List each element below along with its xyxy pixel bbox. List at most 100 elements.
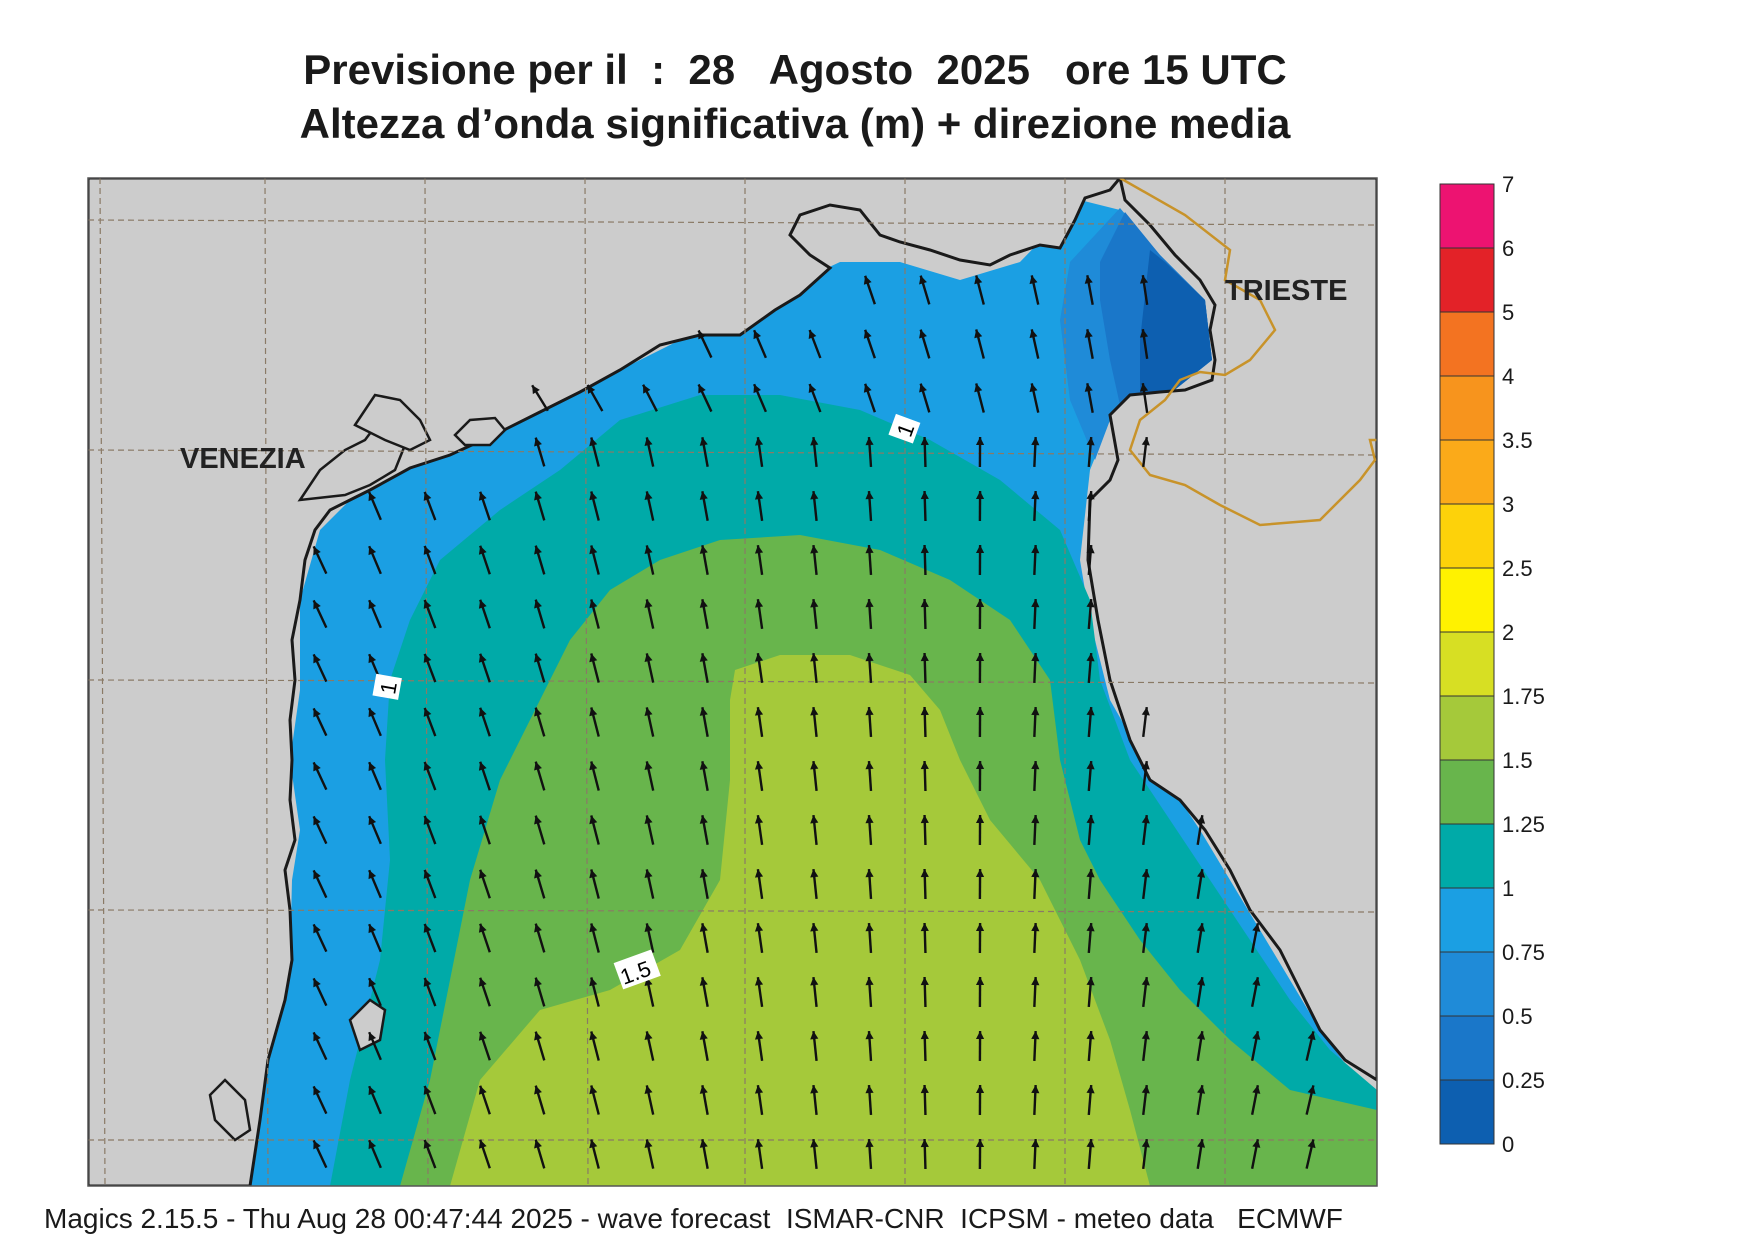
wave-arrow-head	[975, 977, 985, 986]
wave-arrow-head	[313, 816, 321, 826]
wave-arrow-head	[975, 761, 985, 770]
wave-arrow-head	[478, 869, 487, 879]
wave-arrow-head	[810, 815, 819, 824]
wave-arrow-head	[975, 545, 985, 554]
wave-arrow-head	[423, 977, 432, 987]
legend-swatch	[1439, 439, 1495, 505]
wave-arrow-head	[589, 545, 598, 555]
legend-label: 0.25	[1502, 1068, 1545, 1093]
wave-arrow-head	[1197, 1085, 1206, 1094]
wave-arrow-head	[975, 707, 985, 716]
wave-arrow-head	[865, 923, 874, 932]
wave-arrow-head	[478, 545, 487, 555]
wave-arrow-head	[865, 1085, 874, 1094]
legend-label: 0.5	[1502, 1004, 1533, 1029]
wave-arrow-head	[1139, 329, 1149, 338]
wave-arrow-head	[589, 923, 598, 933]
wave-arrow-head	[919, 329, 927, 339]
wave-arrow-head	[1141, 1139, 1150, 1148]
wave-arrow-head	[368, 978, 377, 988]
wave-arrow-head	[1031, 1085, 1040, 1094]
legend-label: 2.5	[1502, 556, 1533, 581]
wave-arrow-head	[368, 1032, 377, 1042]
wave-arrow-head	[368, 924, 377, 934]
wave-arrow-head	[1307, 1031, 1316, 1041]
wave-arrow-head	[1084, 329, 1093, 338]
wave-arrow-head	[754, 869, 764, 878]
wave-arrow-head	[1197, 1031, 1206, 1040]
wave-arrow-head	[975, 923, 985, 932]
legend-swatch	[1439, 1015, 1495, 1081]
wave-arrow-head	[534, 815, 542, 825]
wave-arrow-head	[754, 707, 764, 716]
country-border	[1119, 178, 1377, 527]
wave-arrow-head	[478, 761, 487, 771]
wave-arrow-head	[754, 977, 764, 986]
wave-arrow-head	[368, 492, 377, 502]
wave-arrow-head	[810, 923, 819, 932]
wave-arrow-head	[644, 815, 653, 825]
wave-arrow-head	[532, 385, 540, 395]
wave-arrow-head	[863, 329, 872, 339]
wave-arrow-head	[368, 600, 377, 610]
wave-arrow-head	[865, 545, 874, 554]
wave-arrow-head	[478, 707, 487, 717]
wave-arrow-head	[810, 491, 819, 500]
wave-arrow-head	[920, 707, 929, 716]
wave-arrow-head	[368, 546, 377, 556]
wave-arrow-head	[1086, 1139, 1095, 1148]
wave-arrow-head	[1252, 1085, 1261, 1094]
wave-arrow-head	[1197, 869, 1206, 878]
wave-arrow-head	[1086, 545, 1095, 554]
wave-arrow-head	[643, 384, 651, 394]
wave-arrow-head	[1031, 977, 1040, 986]
wave-arrow-head	[1141, 869, 1150, 878]
legend-swatch	[1439, 887, 1495, 953]
wave-arrow-head	[974, 383, 983, 393]
wave-arrow-head	[589, 815, 598, 825]
wave-arrow-head	[920, 1085, 929, 1094]
legend-swatch	[1439, 567, 1495, 633]
legend-swatch	[1439, 375, 1495, 441]
wave-arrow-head	[589, 1085, 598, 1095]
wave-arrow-head	[754, 815, 764, 824]
city-label-trieste: TRIESTE	[1225, 275, 1347, 307]
wave-arrow-head	[920, 545, 929, 554]
wave-arrow-head	[699, 1139, 708, 1148]
legend-swatch	[1439, 311, 1495, 377]
wave-arrow-head	[699, 977, 708, 986]
wave-arrow-head	[478, 1031, 487, 1041]
wave-arrow-head	[1086, 923, 1095, 932]
wave-arrow-head	[423, 599, 432, 609]
wave-arrow-head	[1141, 1085, 1150, 1094]
wave-arrow-head	[753, 384, 762, 394]
wave-arrow-head	[589, 437, 598, 447]
wave-arrow-head	[534, 599, 542, 609]
wave-arrow-head	[589, 977, 598, 987]
wave-arrow-head	[1029, 275, 1038, 285]
wave-arrow-head	[1252, 923, 1261, 932]
legend-swatch	[1439, 183, 1495, 249]
wave-arrow-head	[534, 869, 542, 879]
island-south-1	[208, 1078, 252, 1142]
wave-arrow-head	[810, 545, 819, 554]
city-label-venezia: VENEZIA	[180, 443, 306, 475]
wave-arrow-head	[534, 653, 542, 663]
wave-arrow-head	[1086, 707, 1095, 716]
wave-arrow-head	[699, 923, 708, 932]
wave-arrow-head	[754, 653, 764, 662]
wave-arrow-head	[478, 1139, 487, 1149]
wave-arrow-head	[920, 1139, 929, 1148]
wave-arrow-head	[1031, 1139, 1040, 1148]
wave-arrow-head	[313, 1086, 321, 1096]
wave-arrow-head	[754, 437, 764, 446]
wave-arrow-head	[810, 707, 819, 716]
legend-label: 1.75	[1502, 684, 1545, 709]
wave-arrow-head	[478, 815, 487, 825]
wave-arrow-head	[810, 437, 819, 446]
legend-label: 2	[1502, 620, 1514, 645]
contour-label-1-north: 1	[888, 413, 921, 444]
legend-swatch	[1439, 631, 1495, 697]
wave-arrow-head	[423, 491, 432, 501]
